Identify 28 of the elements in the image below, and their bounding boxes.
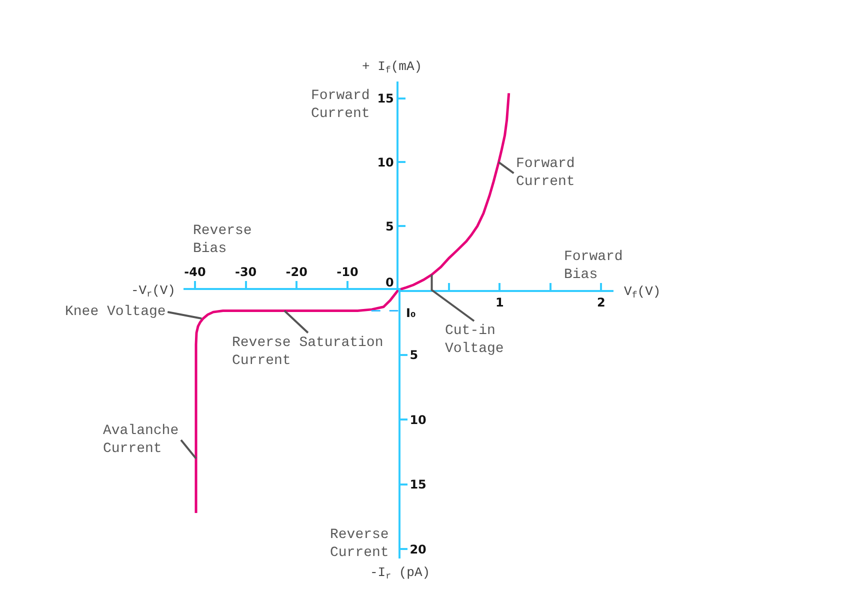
x-tick-label: -30 [234,265,257,280]
y-tick-label: 5 [410,348,418,362]
x-tick-label: 2 [596,295,606,310]
y-tick-label: 15 [377,92,394,106]
text: Reverse Bias [193,223,252,258]
annotation: Avalanche Current [103,423,179,458]
y-tick-label: 20 [410,542,426,556]
annotation: Forward Current [516,156,575,190]
annotation: Cut-in Voltage [445,323,504,358]
y-tick-label: 0 [386,275,394,290]
x-tick-label: -10 [336,265,358,280]
y-tick-label: 10 [377,155,394,170]
y-tick-label: 10 [410,412,426,427]
annotation: Forward Bias [564,249,623,284]
text: Forward Current [311,88,370,122]
annotation: Knee Voltage [65,304,166,320]
y-tick-label: 15 [410,478,426,492]
x-tick-label: -40 [184,265,206,280]
annotation: I₀ [406,306,416,320]
x-axis-title: -V$_{r}$(V) [131,283,176,300]
y-axis-title: + I$_{f}$(mA) [362,59,422,76]
annotation: Reverse Saturation Current [232,335,384,370]
y-axis-title: -I$_{r}$ (pA) [370,565,430,582]
x-tick-label: 1 [496,295,504,310]
annotation: Reverse Current [330,527,389,562]
x-axis-title: V$_{f}$(V) [624,284,661,301]
y-tick-label: 5 [386,219,394,234]
x-tick-label: -20 [286,265,308,280]
